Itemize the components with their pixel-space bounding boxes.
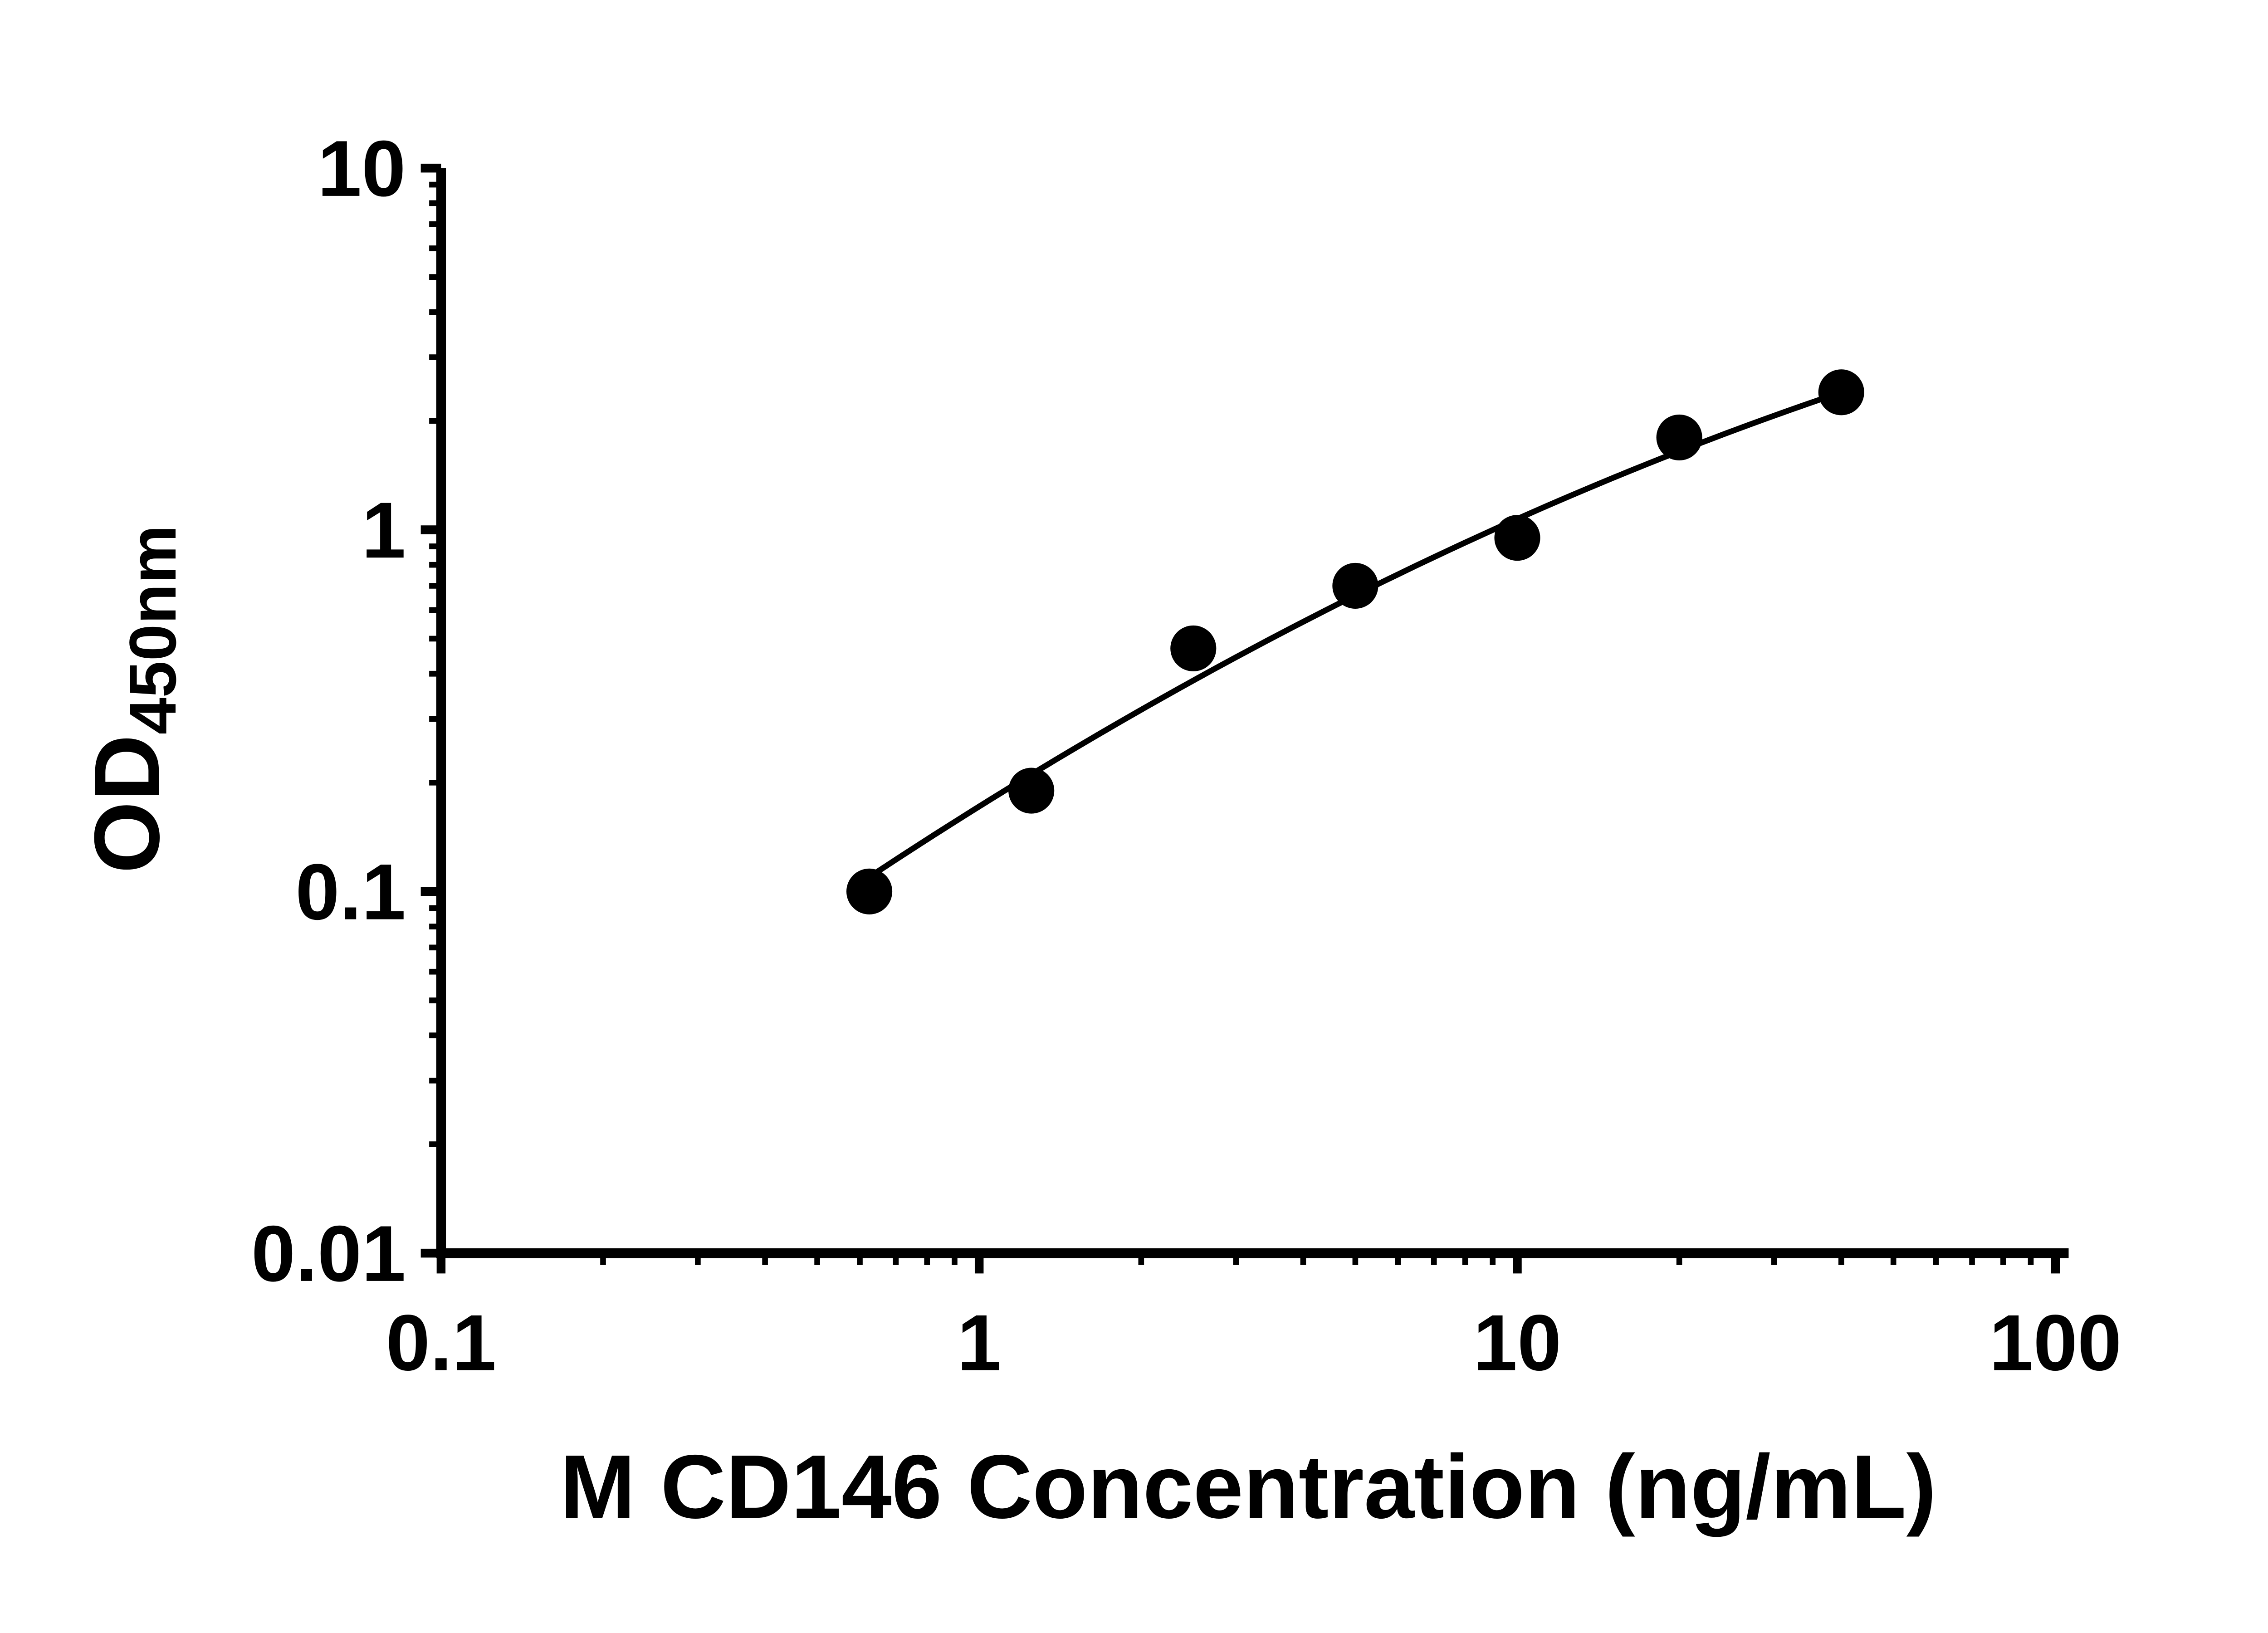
data-point xyxy=(1008,768,1055,814)
y-tick-label: 0.1 xyxy=(295,848,406,937)
y-tick-label: 10 xyxy=(318,125,406,213)
y-tick-label: 1 xyxy=(362,486,406,575)
data-point xyxy=(1494,515,1540,561)
y-axis-title-subscript: 450nm xyxy=(116,525,190,734)
x-tick-label: 0.1 xyxy=(386,1299,496,1387)
data-point xyxy=(1656,414,1702,460)
chart-background xyxy=(0,22,2268,1611)
x-tick-label: 1 xyxy=(957,1299,1001,1387)
y-axis-title: OD450nm xyxy=(75,525,190,873)
data-point xyxy=(846,868,893,914)
data-point xyxy=(1170,625,1217,671)
y-axis-title-main: OD xyxy=(75,734,179,873)
x-tick-label: 10 xyxy=(1473,1299,1562,1387)
x-tick-label: 100 xyxy=(1989,1299,2121,1387)
data-point xyxy=(1818,369,1864,416)
x-axis-title: M CD146 Concentration (ng/mL) xyxy=(560,1437,1936,1537)
y-tick-label: 0.01 xyxy=(251,1210,406,1298)
data-point xyxy=(1332,562,1378,609)
